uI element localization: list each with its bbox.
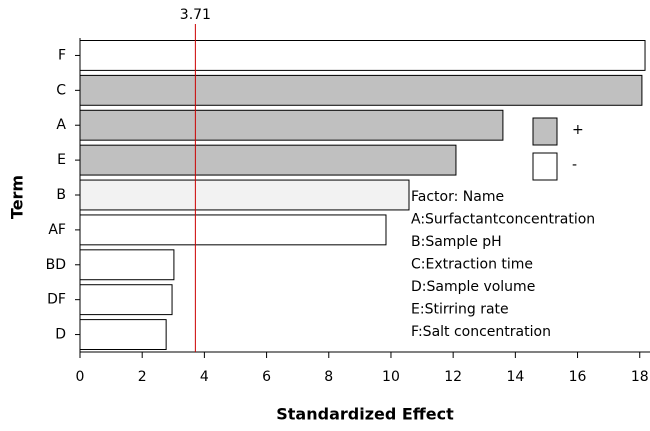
annotation-line: E:Stirring rate [411, 302, 509, 318]
bar [79, 40, 646, 71]
bar [79, 179, 410, 211]
bar [79, 214, 387, 246]
annotation-line: D:Sample volume [411, 279, 535, 295]
annotation-line: C:Extraction time [411, 257, 533, 273]
y-tick-label: F [58, 47, 66, 63]
annotation-line: A:Surfactantconcentration [411, 212, 595, 228]
legend-swatch [532, 152, 558, 181]
bar [79, 109, 504, 141]
legend-label: - [572, 157, 577, 173]
y-tick-label: A [56, 117, 66, 133]
y-tick-label: AF [48, 222, 66, 238]
x-tick-label: 10 [382, 369, 400, 385]
x-tick-label: 2 [138, 369, 147, 385]
x-axis-label: Standardized Effect [276, 405, 454, 424]
bar [79, 284, 173, 316]
x-tick-label: 14 [506, 369, 524, 385]
y-tick-label: C [56, 82, 66, 98]
annotation-line: Factor: Name [411, 189, 504, 205]
x-tick-label: 4 [200, 369, 209, 385]
x-tick-label: 16 [569, 369, 587, 385]
y-tick-label: DF [47, 292, 66, 308]
y-tick-label: B [56, 187, 66, 203]
reference-label: 3.71 [180, 7, 211, 23]
legend-label: + [572, 122, 584, 138]
x-tick-label: 0 [76, 369, 85, 385]
legend-swatch [532, 117, 558, 146]
y-tick-label: BD [46, 257, 66, 273]
annotation-line: B:Sample pH [411, 234, 502, 250]
bar [79, 144, 457, 176]
bar [79, 249, 175, 281]
bar [79, 319, 167, 351]
annotation-line: F:Salt concentration [411, 324, 551, 340]
y-tick-label: E [57, 152, 66, 168]
x-tick-label: 18 [631, 369, 649, 385]
y-tick-label: D [55, 327, 66, 343]
bar [79, 74, 643, 106]
y-axis-label: Term [8, 175, 27, 219]
x-tick-label: 8 [324, 369, 333, 385]
x-tick-label: 12 [444, 369, 462, 385]
x-tick-label: 6 [262, 369, 271, 385]
